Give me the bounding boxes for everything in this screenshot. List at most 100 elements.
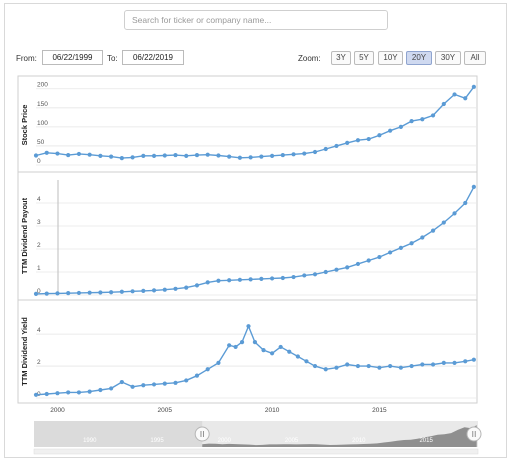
navigator-scrollbar[interactable] (33, 448, 479, 455)
data-point (109, 290, 114, 295)
data-point (151, 288, 157, 293)
data-point (430, 362, 436, 367)
data-point (355, 363, 361, 369)
data-point (76, 390, 82, 395)
y-tick-label: 2 (37, 359, 41, 366)
data-point (471, 84, 476, 89)
data-point (216, 153, 221, 158)
data-point (162, 381, 167, 386)
data-point (76, 290, 82, 296)
data-point (205, 152, 210, 157)
x-tick-label: 2005 (158, 407, 173, 414)
data-point (33, 392, 39, 397)
data-point (130, 155, 135, 160)
to-date-input[interactable]: 06/22/2019 (122, 50, 184, 65)
zoom-3y-button[interactable]: 3Y (331, 51, 351, 65)
data-point (388, 250, 393, 255)
data-point (205, 367, 210, 372)
data-point (130, 384, 135, 389)
data-point (430, 228, 436, 233)
data-point (66, 291, 71, 296)
data-point (278, 344, 283, 350)
data-point (269, 276, 275, 281)
data-point (109, 386, 114, 391)
data-point (261, 348, 266, 353)
zoom-30y-button[interactable]: 30Y (435, 51, 461, 65)
data-point (44, 150, 49, 155)
data-point (216, 278, 221, 283)
data-point (452, 92, 457, 97)
data-point (66, 152, 71, 158)
data-point (463, 359, 468, 364)
data-point (430, 113, 436, 118)
from-date-input[interactable]: 06/22/1999 (42, 50, 103, 65)
data-point (345, 140, 350, 145)
zoom-10y-button[interactable]: 10Y (378, 51, 403, 65)
y-tick-label: 100 (37, 120, 48, 127)
handle-knob (466, 426, 482, 442)
data-point (194, 152, 200, 158)
y-tick-label: 0 (37, 288, 41, 295)
data-point (119, 156, 124, 161)
data-point (291, 274, 296, 280)
data-point (409, 241, 414, 246)
data-point (141, 288, 146, 293)
data-point (452, 211, 457, 216)
navigator-handle-left[interactable] (194, 426, 210, 442)
data-point (239, 340, 245, 345)
data-point (291, 152, 296, 157)
to-label: To: (107, 54, 118, 63)
data-point (130, 289, 135, 294)
y-tick-label: 1 (37, 265, 41, 272)
y-tick-label: 4 (37, 327, 41, 334)
data-point (55, 391, 60, 396)
data-point (323, 146, 328, 152)
chart-border (17, 75, 478, 404)
series-line-stock-price (35, 86, 475, 159)
data-point (227, 278, 232, 283)
y-axis-label: Stock Price (20, 105, 29, 146)
data-point (259, 276, 264, 281)
data-point (151, 382, 157, 387)
data-point (323, 269, 328, 275)
data-point (441, 101, 446, 107)
navigator-label: 2010 (352, 438, 366, 444)
data-point (312, 149, 318, 155)
data-point (420, 235, 425, 240)
data-point (302, 273, 307, 278)
search-input[interactable] (124, 10, 388, 30)
y-tick-label: 2 (37, 242, 41, 249)
navigator-label: 2005 (285, 438, 299, 444)
data-point (463, 200, 468, 206)
data-point (345, 265, 350, 270)
zoom-all-button[interactable]: All (464, 51, 486, 65)
navigator-label: 1990 (83, 438, 97, 444)
data-point (248, 155, 253, 160)
data-point (366, 136, 371, 142)
data-point (420, 362, 425, 367)
data-point (44, 291, 49, 296)
zoom-5y-button[interactable]: 5Y (354, 51, 374, 65)
data-point (162, 153, 167, 158)
data-point (334, 267, 339, 272)
data-point (233, 344, 238, 350)
zoom-label: Zoom: (298, 54, 321, 63)
data-point (269, 351, 275, 356)
data-point (87, 389, 92, 394)
data-point (463, 96, 468, 101)
data-point (216, 360, 221, 365)
navigator-handle-right[interactable] (466, 426, 482, 442)
data-point (295, 354, 300, 359)
data-point (398, 365, 403, 370)
series-line-ttm-dividend-yield (35, 324, 475, 396)
data-point (398, 124, 403, 129)
data-point (227, 343, 232, 348)
data-point (452, 360, 457, 365)
data-point (194, 373, 200, 378)
data-point (280, 275, 285, 281)
data-point (304, 359, 309, 364)
zoom-20y-button[interactable]: 20Y (406, 51, 432, 65)
data-point (302, 151, 307, 156)
data-point (377, 133, 382, 138)
